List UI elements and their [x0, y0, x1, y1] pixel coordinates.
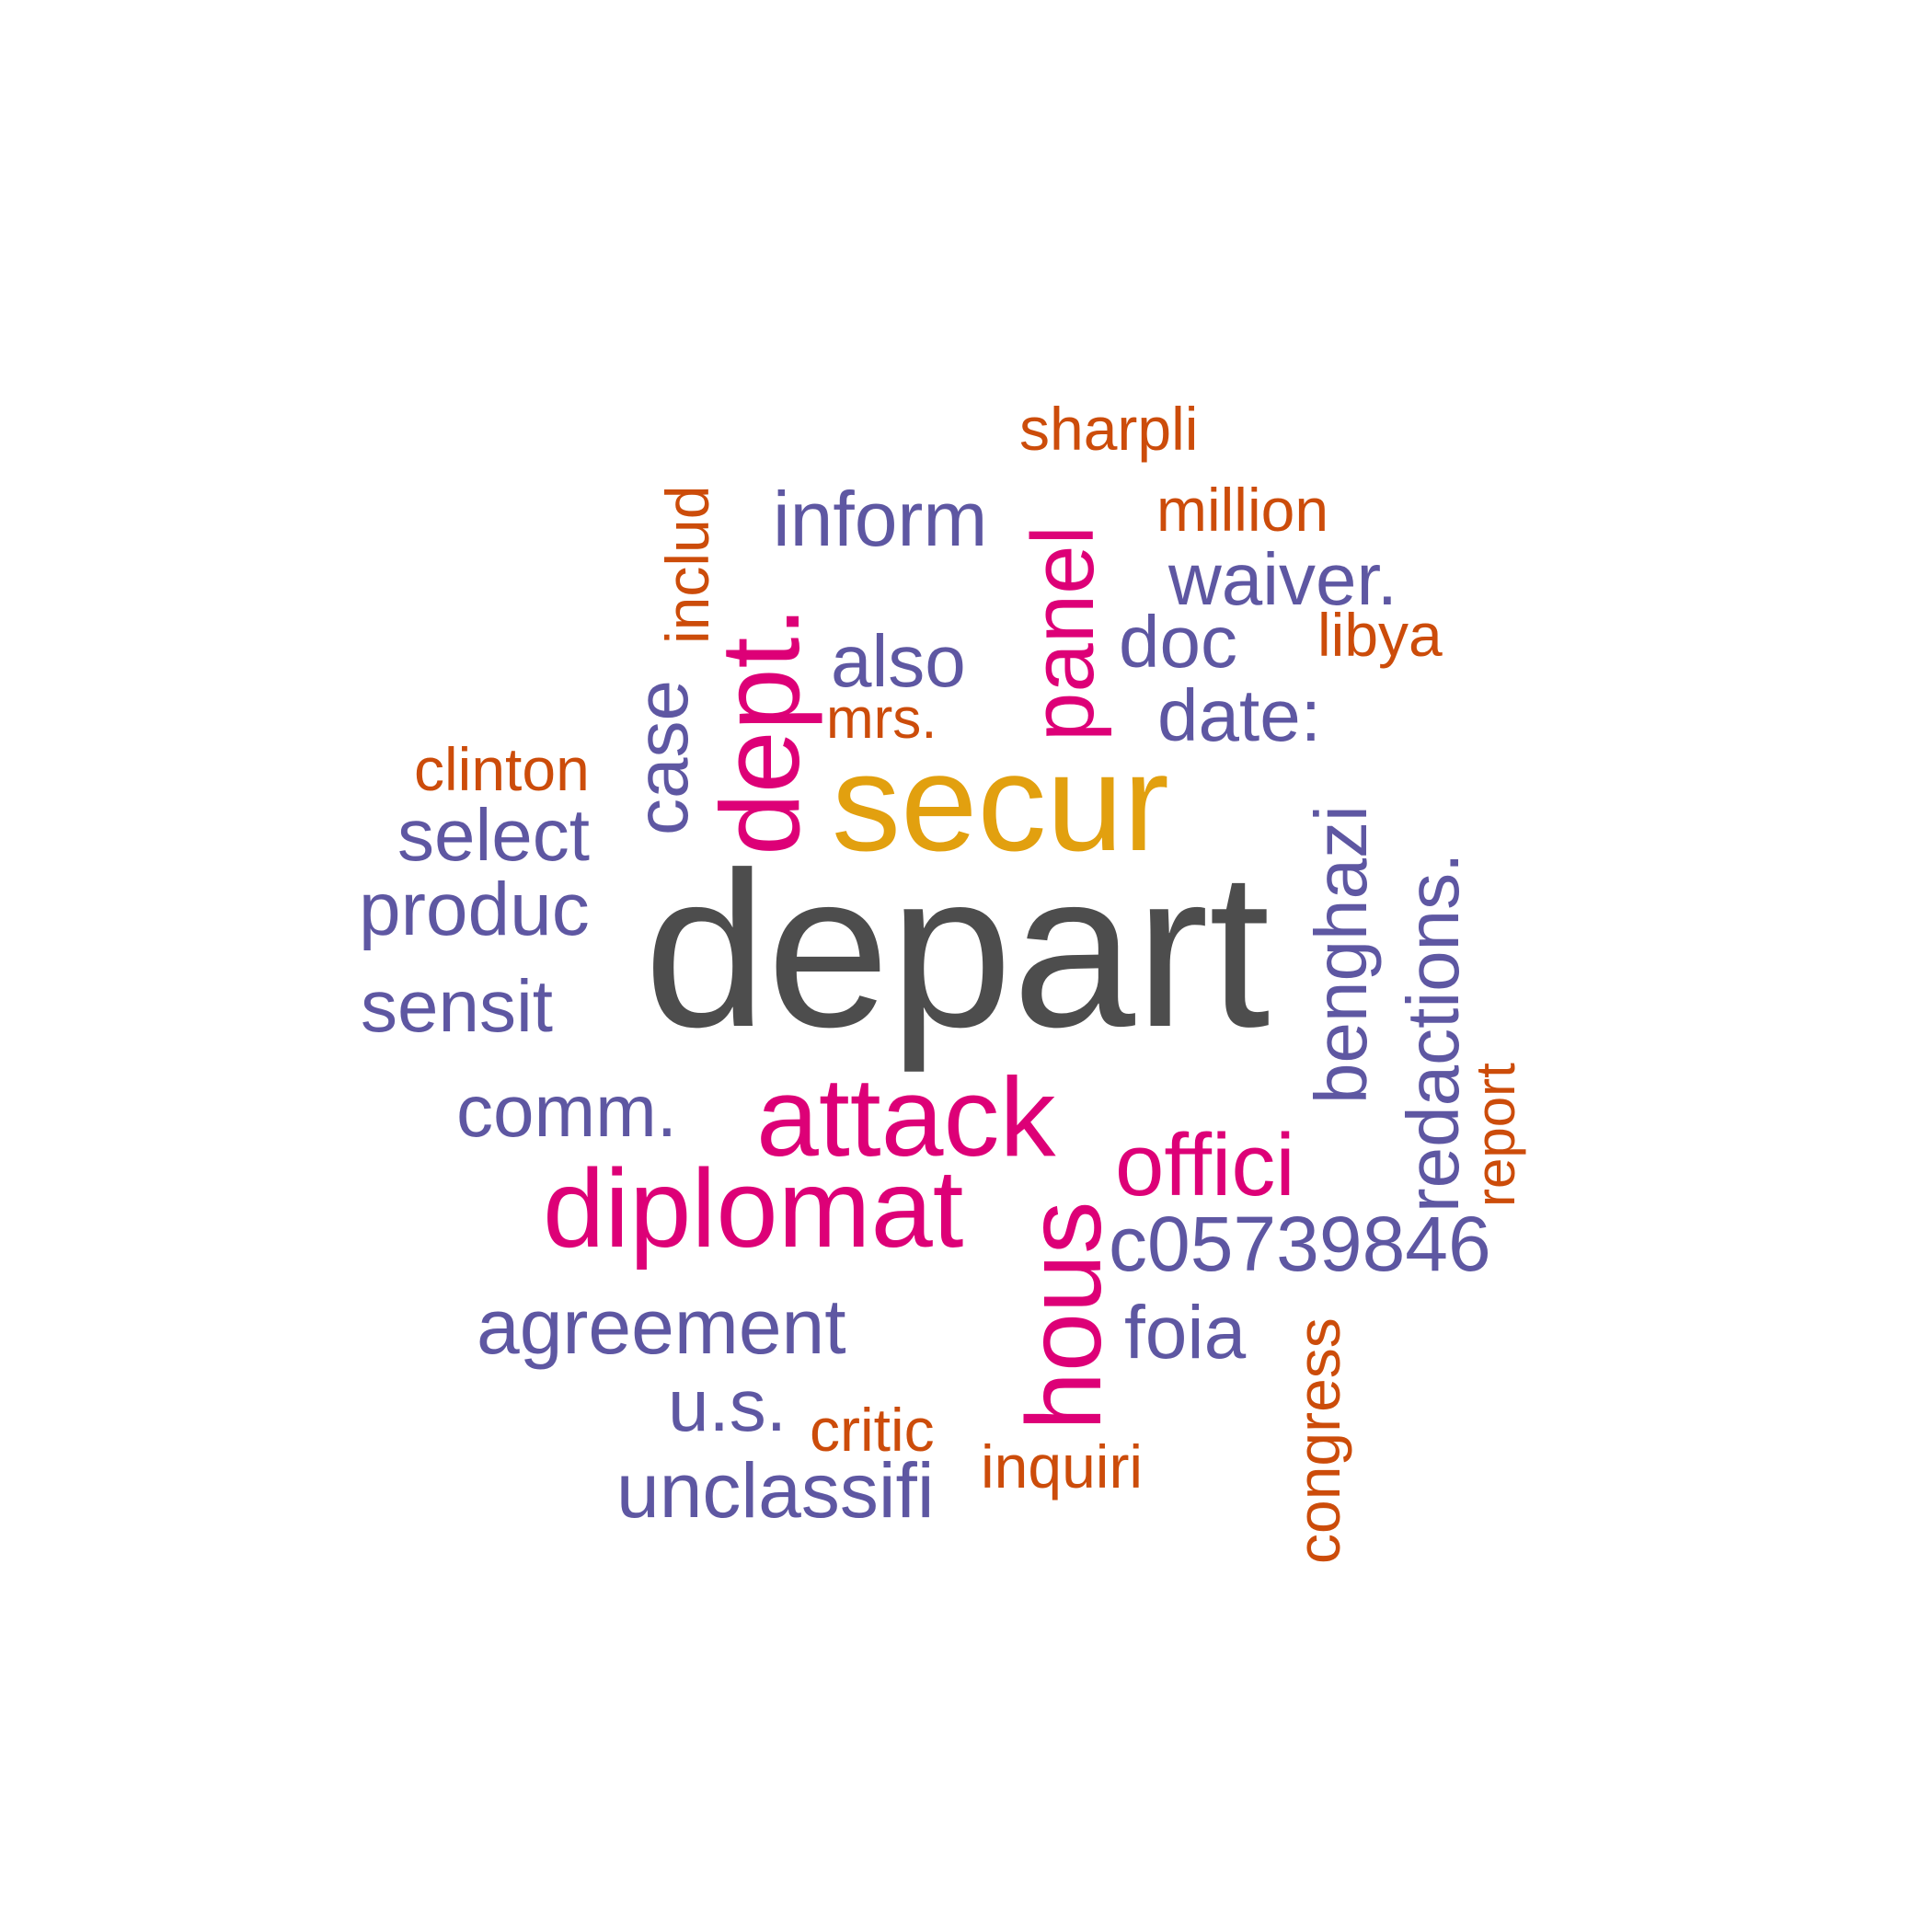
word-benghazi: benghazi	[1300, 805, 1382, 1104]
word-hous: hous	[1006, 1201, 1123, 1431]
word-secur: secur	[832, 725, 1169, 880]
word-attack: attack	[756, 1054, 1056, 1179]
word-depart: depart	[644, 826, 1271, 1073]
word-agreement: agreement	[477, 1283, 846, 1370]
word-case: case	[621, 680, 703, 835]
word-also: also	[831, 620, 966, 702]
word-sensit: sensit	[361, 965, 553, 1047]
word-inquiri: inquiri	[981, 1432, 1144, 1501]
word-comm: comm.	[456, 1070, 677, 1152]
word-waiver: waiver.	[1168, 538, 1397, 620]
word-panel: panel	[1014, 525, 1112, 742]
word-redactions: redactions.	[1392, 852, 1474, 1213]
word-million: million	[1156, 476, 1329, 544]
word-doc: doc	[1119, 601, 1237, 683]
word-select: select	[397, 794, 590, 876]
word-foia: foia	[1124, 1291, 1247, 1374]
word-unclassifi: unclassifi	[616, 1447, 935, 1534]
word-mrs: mrs.	[826, 687, 937, 751]
word-sharpli: sharpli	[1019, 395, 1199, 463]
word-us: u.s.	[668, 1364, 787, 1446]
word-produc: produc	[359, 868, 590, 951]
word-libya: libya	[1317, 601, 1443, 669]
word-congress: congress	[1284, 1317, 1352, 1564]
word-inform: inform	[773, 476, 988, 562]
word-c05739846: c05739846	[1109, 1201, 1491, 1287]
word-diplomat: diplomat	[543, 1145, 964, 1271]
word-clinton: clinton	[414, 735, 590, 803]
word-date: date:	[1157, 674, 1321, 756]
word-includ: includ	[653, 485, 721, 644]
word-report: report	[1465, 1063, 1526, 1207]
word-critic: critic	[810, 1396, 935, 1464]
word-offici: offici	[1115, 1116, 1295, 1214]
